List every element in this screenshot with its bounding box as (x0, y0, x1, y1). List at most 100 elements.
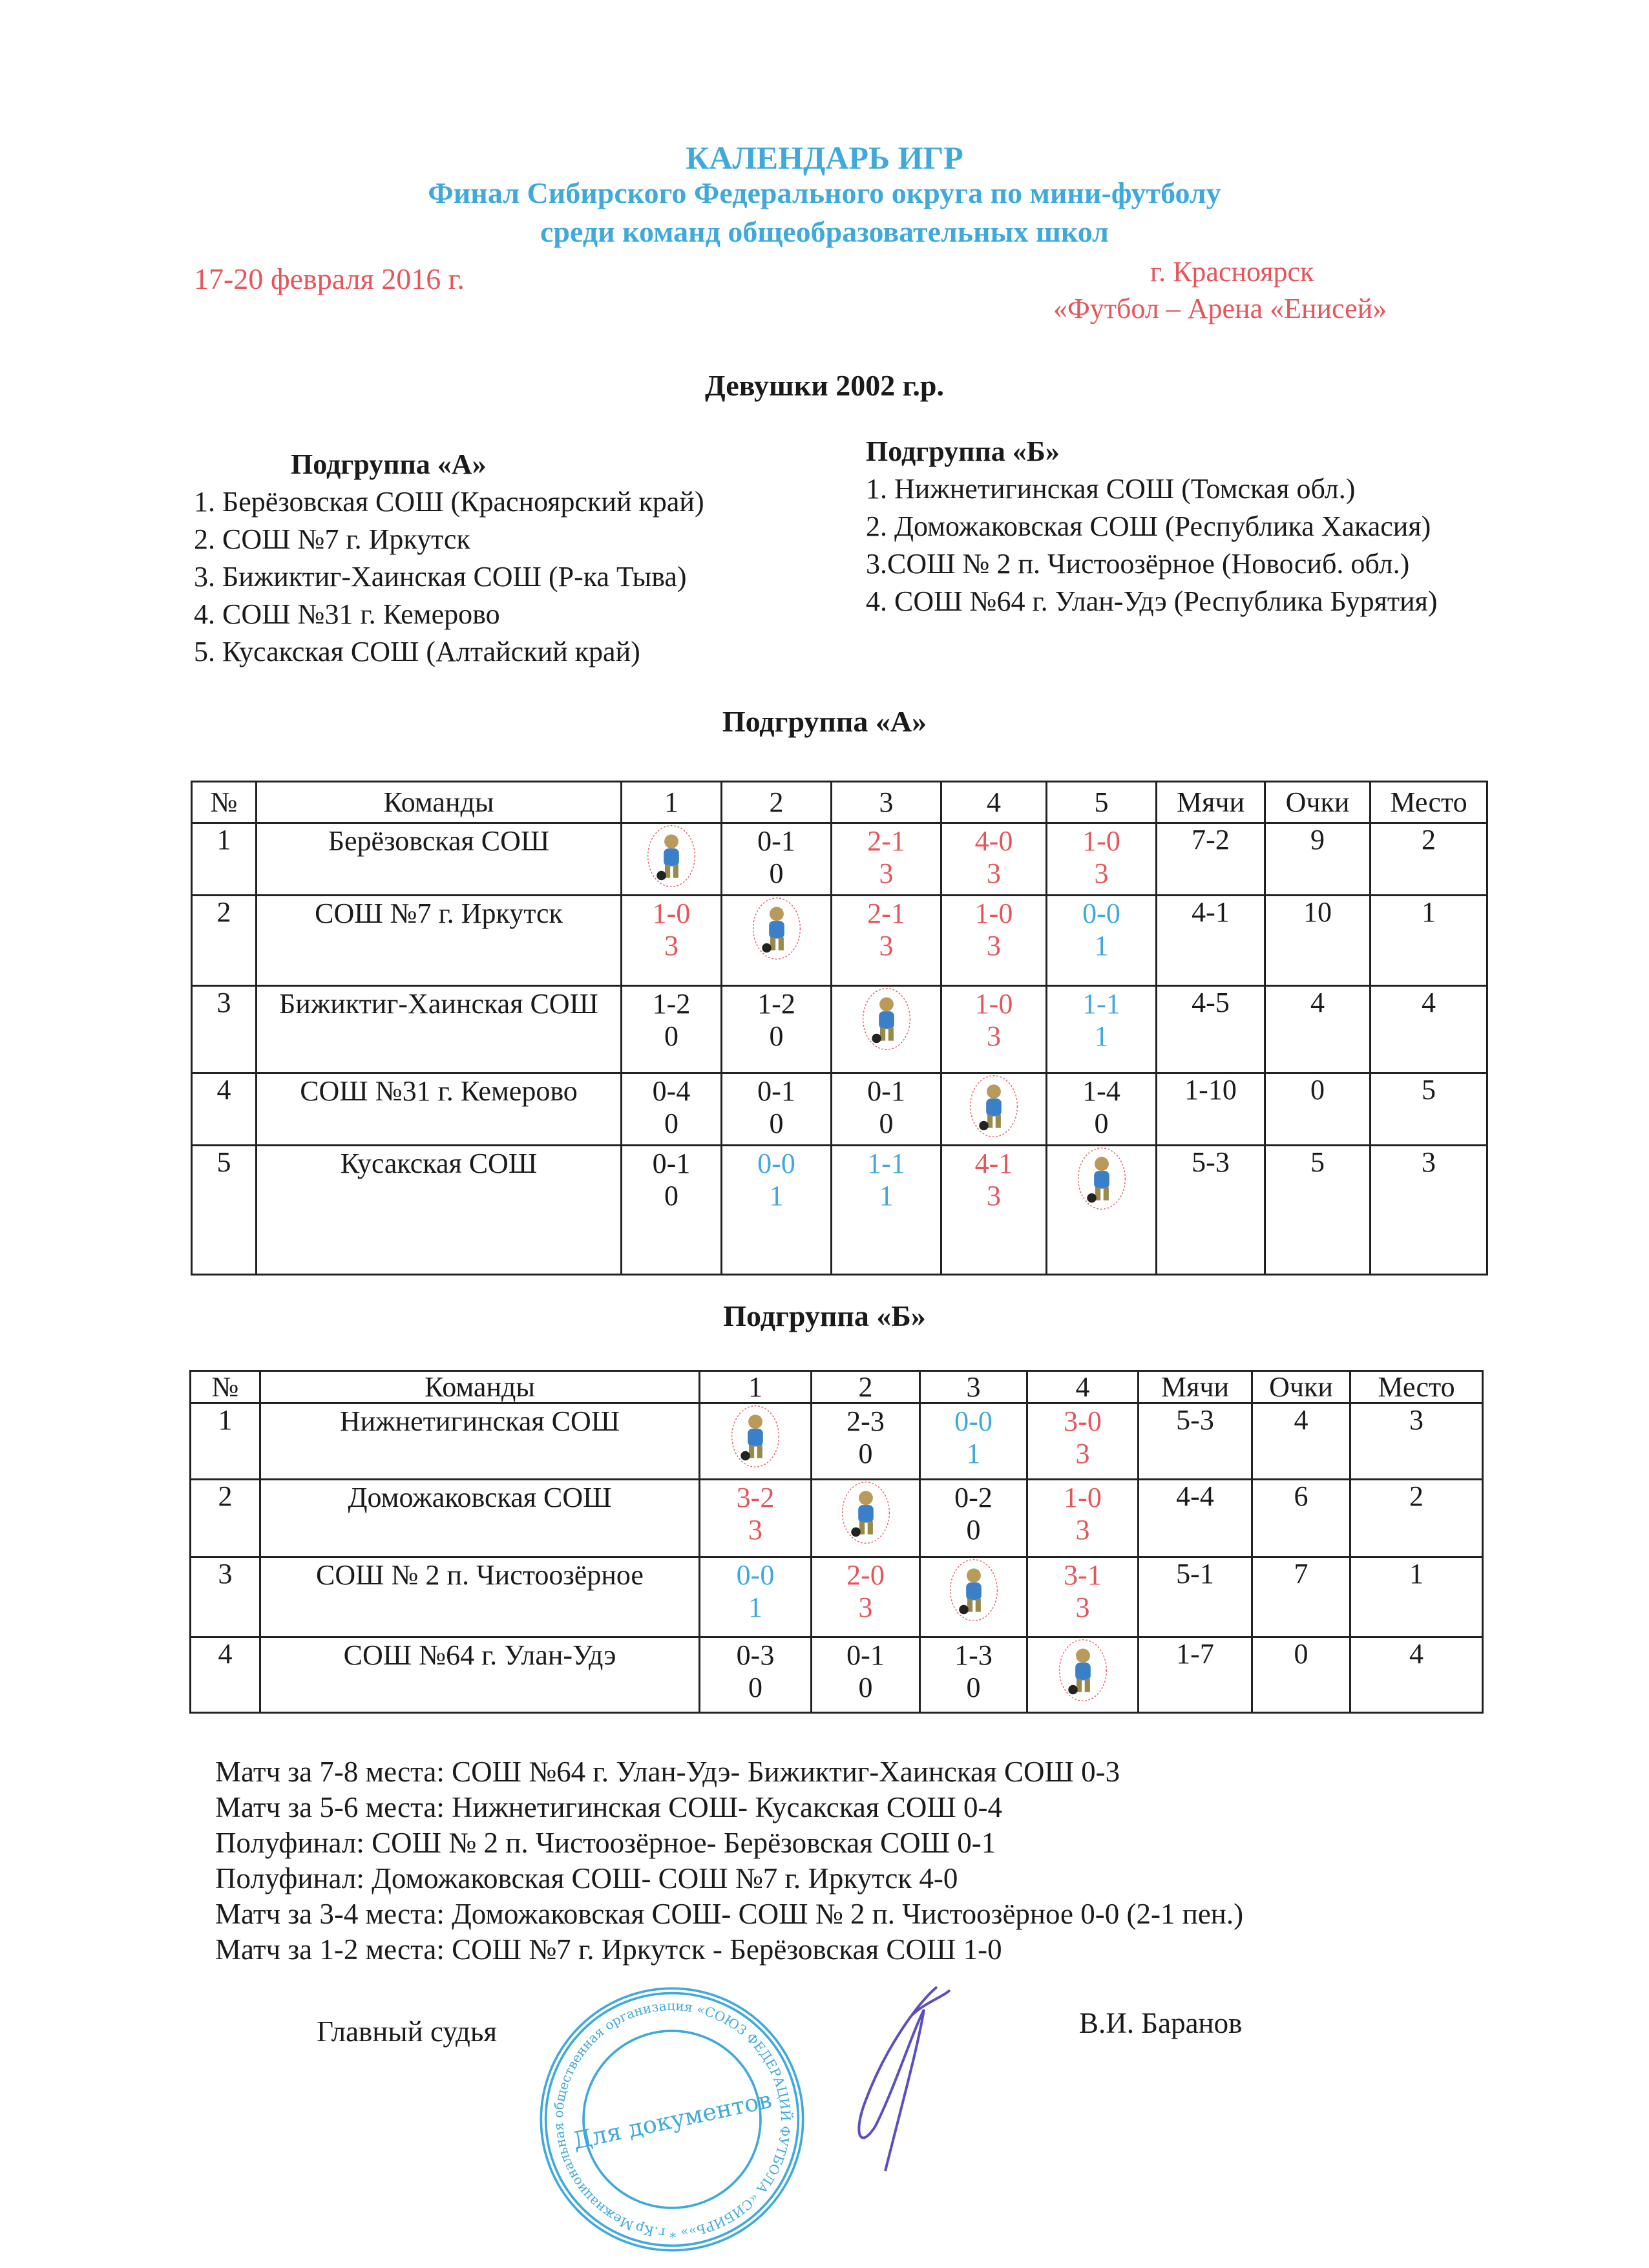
row-number: 2 (191, 894, 257, 987)
points-cell: 10 (1264, 894, 1371, 987)
document-title: КАЛЕНДАРЬ ИГР (686, 140, 963, 176)
match-points: 0 (858, 1672, 873, 1703)
stamp-center-text: Для документов (570, 2086, 773, 2155)
chief-referee-label: Главный судья (317, 2015, 498, 2048)
self-match-cell (1045, 1144, 1157, 1276)
match-points: 0 (664, 1180, 678, 1212)
row-number: 4 (191, 1072, 257, 1146)
match-result-cell: 0-0 1 (1045, 894, 1157, 987)
match-points: 1 (966, 1438, 981, 1469)
table-row: 4 СОШ №64 г. Улан-Удэ 0-3 0 0-1 0 1-3 0 1-7 0 4 (189, 1636, 1484, 1714)
match-result-cell: 1-2 0 (620, 985, 722, 1074)
team-name: СОШ №7 г. Иркутск (255, 894, 622, 987)
match-score: 3-2 (736, 1482, 775, 1513)
table-row: 4 СОШ №31 г. Кемерово 0-4 0 0-1 0 0-1 0 1-4 0 1-10… (191, 1072, 1488, 1146)
column-header: Мячи (1137, 1370, 1253, 1404)
points-cell: 6 (1251, 1478, 1351, 1558)
match-points: 1 (748, 1591, 762, 1623)
match-result-cell: 1-4 0 (1045, 1072, 1157, 1146)
place-cell: 2 (1349, 1478, 1484, 1558)
goals-cell: 7-2 (1155, 822, 1266, 896)
match-points: 3 (858, 1591, 873, 1623)
place-cell: 1 (1349, 1556, 1484, 1638)
match-result-cell: 4-1 3 (940, 1144, 1047, 1276)
match-score: 0-1 (846, 1639, 885, 1671)
tournament-bear-logo-icon (942, 1074, 1045, 1139)
team-name: СОШ №31 г. Кемерово (255, 1072, 622, 1146)
place-cell: 4 (1369, 985, 1488, 1074)
match-score: 0-0 (757, 1148, 795, 1179)
self-match-cell (919, 1556, 1028, 1638)
match-points: 3 (1094, 857, 1109, 889)
match-points: 0 (966, 1672, 981, 1703)
document-subtitle-2: среди команд общеобразовательных школ (540, 215, 1109, 248)
match-points: 1 (769, 1180, 784, 1212)
goals-cell: 4-1 (1155, 894, 1266, 987)
goals-cell: 5-1 (1137, 1556, 1253, 1638)
match-points: 0 (1094, 1108, 1109, 1139)
match-result-cell: 2-1 3 (830, 894, 942, 987)
group-b-results-table: № Команды 1 2 3 4 Мячи Очки Место 1 Нижнетигинская… (189, 1370, 1484, 1714)
team-name: Кусакская СОШ (255, 1144, 622, 1276)
row-number: 1 (189, 1402, 261, 1480)
match-result-cell: 2-3 0 (810, 1402, 921, 1480)
goals-cell: 5-3 (1155, 1144, 1266, 1276)
tournament-bear-logo-icon (622, 824, 720, 888)
category-heading: Девушки 2002 г.р. (704, 369, 945, 402)
tournament-bear-logo-icon (832, 987, 940, 1051)
final-match-result: Полуфинал: Доможаковская СОШ- СОШ №7 г. … (215, 1862, 958, 1895)
match-points: 3 (987, 1180, 1001, 1212)
row-number: 2 (189, 1478, 261, 1558)
match-points: 0 (879, 1108, 894, 1139)
match-points: 0 (748, 1672, 762, 1703)
points-cell: 0 (1264, 1072, 1371, 1146)
team-name: Доможаковская СОШ (259, 1478, 700, 1558)
match-points: 0 (858, 1438, 873, 1469)
goals-cell: 1-10 (1155, 1072, 1266, 1146)
column-header: Очки (1251, 1370, 1351, 1404)
match-score: 0-2 (954, 1482, 993, 1513)
column-header: Очки (1264, 781, 1371, 824)
match-score: 0-4 (652, 1075, 691, 1107)
column-header: Мячи (1155, 781, 1266, 824)
goals-cell: 4-4 (1137, 1478, 1253, 1558)
points-cell: 0 (1251, 1636, 1351, 1714)
column-header: Команды (259, 1370, 700, 1404)
match-score: 1-2 (757, 988, 795, 1020)
match-result-cell: 1-1 1 (830, 1144, 942, 1276)
team-list-item: 3. Бижиктиг-Хаинская СОШ (Р-ка Тыва) (194, 561, 687, 593)
team-name: Бижиктиг-Хаинская СОШ (255, 985, 622, 1074)
match-result-cell: 1-0 3 (940, 894, 1047, 987)
match-points: 0 (664, 1108, 678, 1139)
match-result-cell: 0-1 0 (830, 1072, 942, 1146)
match-score: 1-0 (974, 988, 1013, 1020)
column-header: № (189, 1370, 261, 1404)
match-points: 0 (769, 1020, 784, 1052)
match-result-cell: 2-1 3 (830, 822, 942, 896)
group-a-team-list: Подгруппа «А» 1. Берёзовская СОШ (Красно… (194, 446, 704, 671)
table-row: 2 Доможаковская СОШ 3-2 3 0-2 0 1-0 3 4-4 6 2 (189, 1478, 1484, 1558)
place-cell: 3 (1369, 1144, 1488, 1276)
match-points: 1 (1094, 1020, 1109, 1052)
final-match-result: Матч за 7-8 места: СОШ №64 г. Улан-Удэ- … (215, 1756, 1120, 1788)
self-match-cell (830, 985, 942, 1074)
tournament-bear-logo-icon (921, 1558, 1026, 1622)
match-points: 0 (966, 1514, 981, 1546)
match-result-cell: 1-0 3 (1026, 1478, 1139, 1558)
match-result-cell: 3-1 3 (1026, 1556, 1139, 1638)
team-list-item: 1. Берёзовская СОШ (Красноярский край) (194, 486, 704, 518)
place-cell: 3 (1349, 1402, 1484, 1480)
match-result-cell: 1-3 0 (919, 1636, 1028, 1714)
match-points: 3 (879, 857, 894, 889)
self-match-cell (1026, 1636, 1139, 1714)
match-result-cell: 3-2 3 (698, 1478, 812, 1558)
match-points: 3 (987, 857, 1001, 889)
chief-referee-name: В.И. Баранов (1079, 2007, 1243, 2039)
match-result-cell: 0-0 1 (919, 1402, 1028, 1480)
match-score: 2-1 (867, 898, 905, 929)
tournament-bear-logo-icon (722, 896, 830, 961)
row-number: 3 (191, 985, 257, 1074)
match-score: 0-0 (954, 1405, 993, 1437)
match-score: 2-1 (867, 825, 905, 857)
column-header: Место (1369, 781, 1488, 824)
